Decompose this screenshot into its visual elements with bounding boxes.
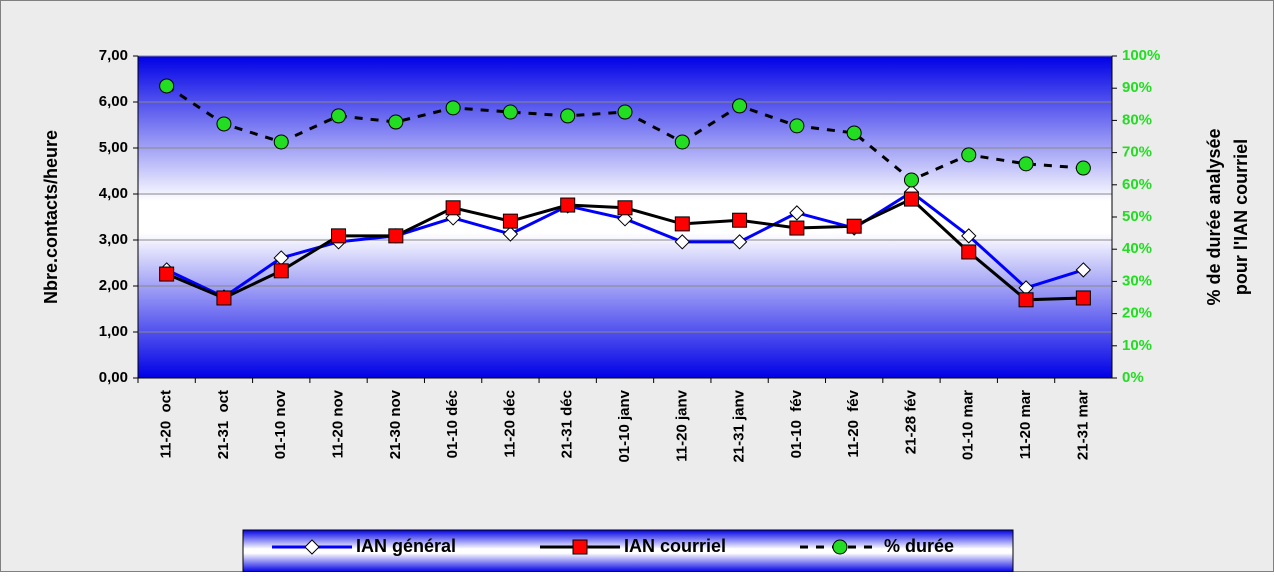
- point: [961, 244, 977, 260]
- point: [732, 98, 748, 114]
- y2-tick-label: 0%: [1122, 369, 1144, 386]
- point: [502, 104, 518, 120]
- y2-tick-label: 60%: [1122, 176, 1152, 193]
- point: [560, 197, 576, 213]
- legend-label: IAN courriel: [624, 536, 726, 556]
- point: [388, 114, 404, 130]
- point: [159, 78, 175, 94]
- y2-tick-label: 90%: [1122, 79, 1152, 96]
- point: [1018, 156, 1034, 172]
- legend-label: IAN général: [356, 536, 456, 556]
- x-tick-label: 11-20 nov: [329, 389, 346, 458]
- legend-label: % durée: [884, 536, 954, 556]
- y-tick-label: 5,00: [99, 139, 128, 156]
- y2-tick-label: 80%: [1122, 111, 1152, 128]
- x-tick-label: 01-10 mar: [960, 390, 977, 460]
- x-tick-label: 11-20 déc: [501, 390, 518, 458]
- point: [445, 100, 461, 116]
- point: [731, 234, 748, 250]
- x-tick-label: 21-31 déc: [559, 390, 576, 458]
- y-axis-label: Nbre.contacts/heure: [41, 130, 61, 304]
- y-tick-label: 4,00: [99, 185, 128, 202]
- y2-axis-label: % de durée analysée: [1204, 128, 1224, 305]
- point: [331, 228, 347, 244]
- y2-tick-label: 50%: [1122, 208, 1152, 225]
- x-tick-label: 01-10 janv: [616, 389, 633, 462]
- point: [617, 211, 633, 227]
- point: [560, 108, 576, 124]
- y-tick-label: 1,00: [99, 323, 128, 340]
- y-tick-label: 7,00: [99, 47, 128, 64]
- x-tick-label: 21-28 fév: [902, 389, 919, 454]
- point: [1075, 262, 1092, 278]
- point: [502, 213, 518, 229]
- point: [846, 218, 862, 234]
- y2-tick-label: 70%: [1122, 144, 1152, 161]
- y2-tick-label: 30%: [1122, 272, 1152, 289]
- point: [1075, 160, 1091, 176]
- point: [216, 116, 232, 132]
- point: [1018, 292, 1034, 308]
- y2-tick-label: 20%: [1122, 305, 1152, 322]
- point: [789, 220, 805, 236]
- x-tick-label: 11-20 mar: [1017, 390, 1034, 459]
- y-tick-label: 6,00: [99, 93, 128, 110]
- point: [273, 134, 289, 150]
- y2-tick-label: 100%: [1122, 47, 1160, 64]
- y-tick-label: 2,00: [99, 277, 128, 294]
- x-tick-label: 21-31 mar: [1074, 390, 1091, 460]
- legend-marker: [572, 539, 588, 555]
- point: [273, 263, 289, 279]
- x-tick-label: 01-10 déc: [444, 390, 461, 458]
- point: [789, 118, 805, 134]
- y2-tick-label: 10%: [1122, 337, 1152, 354]
- y2-axis-label: pour l'IAN courriel: [1231, 139, 1251, 295]
- point: [903, 172, 919, 188]
- point: [388, 228, 404, 244]
- x-tick-label: 11-20 oct: [158, 390, 175, 458]
- point: [617, 200, 633, 216]
- y-tick-label: 0,00: [99, 369, 128, 386]
- x-tick-label: 21-30 nov: [387, 389, 404, 459]
- y-tick-label: 3,00: [99, 231, 128, 248]
- legend-marker: [832, 539, 848, 555]
- x-tick-label: 21-31 janv: [731, 389, 748, 462]
- point: [732, 212, 748, 228]
- point: [445, 200, 461, 216]
- legend-marker: [304, 539, 320, 555]
- point: [961, 228, 977, 244]
- point: [216, 290, 232, 306]
- x-tick-label: 11-20 fév: [845, 389, 862, 457]
- point: [1075, 290, 1091, 306]
- point: [846, 125, 862, 141]
- x-tick-label: 01-10 fév: [788, 389, 805, 458]
- point: [674, 234, 691, 250]
- x-tick-label: 01-10 nov: [272, 389, 289, 459]
- x-tick-label: 21-31 oct: [215, 390, 232, 459]
- point: [502, 226, 519, 242]
- point: [617, 104, 633, 120]
- point: [961, 147, 977, 163]
- point: [903, 191, 919, 207]
- x-tick-label: 11-20 janv: [673, 389, 690, 461]
- point: [789, 205, 805, 221]
- point: [331, 108, 347, 124]
- point: [674, 216, 690, 232]
- y2-tick-label: 40%: [1122, 240, 1152, 257]
- point: [159, 266, 175, 282]
- legend-box: [242, 529, 1014, 573]
- point: [674, 134, 690, 150]
